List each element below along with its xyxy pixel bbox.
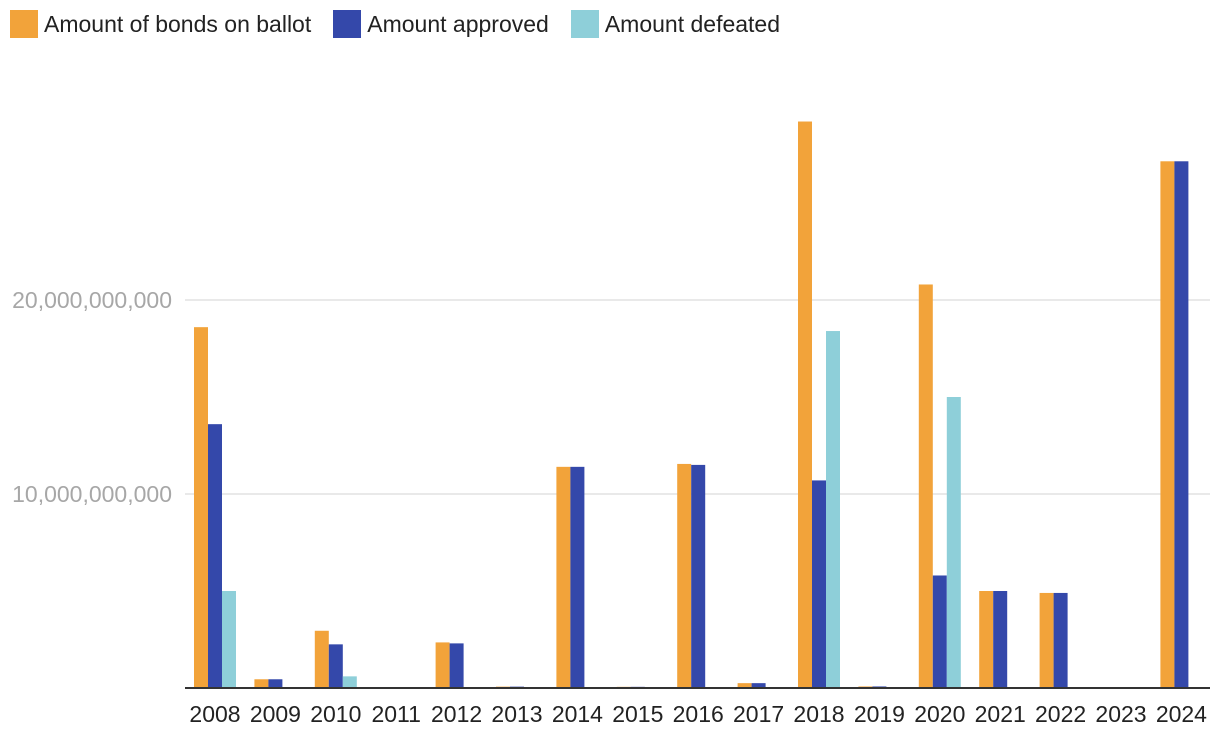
y-tick-label: 20,000,000,000 bbox=[12, 287, 172, 313]
bar-approved-2014 bbox=[570, 466, 585, 688]
bar-ballot-2012 bbox=[435, 642, 450, 688]
legend-swatch-defeated bbox=[570, 10, 599, 38]
legend-item-approved: Amount approved bbox=[333, 10, 549, 38]
x-tick-label: 2017 bbox=[733, 701, 784, 727]
bar-ballot-2017 bbox=[737, 683, 752, 688]
bar-approved-2022 bbox=[1053, 592, 1068, 688]
bar-ballot-2010 bbox=[314, 630, 329, 688]
x-tick-label: 2024 bbox=[1156, 701, 1207, 727]
legend-swatch-approved bbox=[333, 10, 362, 38]
x-tick-label: 2013 bbox=[491, 701, 542, 727]
x-tick-label: 2008 bbox=[189, 701, 240, 727]
bar-approved-2020 bbox=[932, 575, 947, 688]
bar-ballot-2014 bbox=[556, 466, 571, 688]
bar-ballot-2021 bbox=[979, 591, 994, 688]
bar-ballot-2016 bbox=[677, 463, 692, 688]
bar-approved-2010 bbox=[328, 644, 343, 688]
bar-approved-2018 bbox=[812, 480, 826, 688]
bar-defeated-2008 bbox=[222, 591, 236, 688]
bar-defeated-2018 bbox=[826, 331, 840, 688]
legend-swatch-ballot bbox=[10, 10, 38, 38]
axis-layer: 10,000,000,000 20,000,000,000 2008 2009 2010… bbox=[12, 287, 1210, 727]
bar-ballot-2008 bbox=[194, 327, 208, 688]
bar-defeated-2010 bbox=[342, 676, 357, 688]
x-tick-label: 2015 bbox=[612, 701, 663, 727]
legend-label-ballot: Amount of bonds on ballot bbox=[44, 10, 312, 37]
bars-layer bbox=[194, 121, 1189, 689]
x-tick-label: 2021 bbox=[975, 701, 1026, 727]
x-tick-label: 2018 bbox=[793, 701, 844, 727]
bar-ballot-2024 bbox=[1160, 161, 1175, 689]
bar-ballot-2018 bbox=[798, 121, 812, 688]
x-tick-label: 2019 bbox=[854, 701, 905, 727]
bar-approved-2021 bbox=[993, 591, 1008, 688]
bar-approved-2017 bbox=[751, 683, 766, 688]
y-tick-label: 10,000,000,000 bbox=[12, 481, 172, 507]
bar-approved-2012 bbox=[449, 643, 464, 688]
x-tick-label: 2011 bbox=[371, 701, 420, 727]
x-tick-label: 2016 bbox=[673, 701, 724, 727]
legend-item-defeated: Amount defeated bbox=[570, 10, 781, 38]
chart-legend: Amount of bonds on ballot Amount approve… bbox=[10, 10, 802, 38]
x-tick-label: 2020 bbox=[914, 701, 965, 727]
bar-approved-2024 bbox=[1174, 161, 1189, 689]
x-tick-label: 2010 bbox=[310, 701, 361, 727]
legend-item-ballot: Amount of bonds on ballot bbox=[10, 10, 311, 38]
x-tick-label: 2023 bbox=[1095, 701, 1146, 727]
bar-approved-2016 bbox=[691, 464, 706, 688]
legend-label-approved: Amount approved bbox=[367, 10, 549, 37]
bar-ballot-2009 bbox=[254, 679, 269, 688]
x-tick-label: 2022 bbox=[1035, 701, 1086, 727]
bar-ballot-2022 bbox=[1039, 592, 1054, 688]
bar-approved-2009 bbox=[268, 679, 283, 688]
bar-approved-2008 bbox=[208, 424, 222, 688]
bar-defeated-2020 bbox=[946, 397, 961, 688]
x-tick-label: 2014 bbox=[552, 701, 603, 727]
legend-label-defeated: Amount defeated bbox=[604, 10, 781, 37]
bar-ballot-2020 bbox=[918, 284, 933, 688]
x-tick-label: 2009 bbox=[250, 701, 301, 727]
x-tick-label: 2012 bbox=[431, 701, 482, 727]
